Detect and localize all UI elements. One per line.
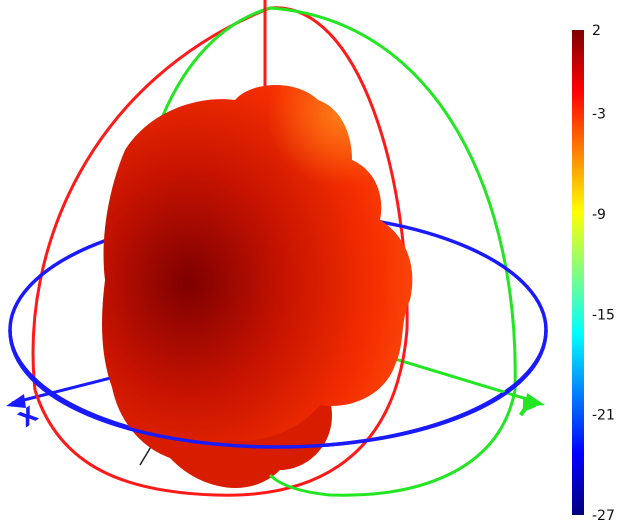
colorbar-tick-label: -27	[592, 508, 615, 524]
colorbar-tick-label: -15	[592, 307, 615, 323]
guide-circles-front	[8, 329, 548, 497]
colorbar: 2 -3 -9 -15 -21 -27	[572, 23, 615, 524]
colorbar-tick-label: -9	[592, 207, 606, 223]
colorbar-tick-label: 2	[592, 23, 601, 39]
colorbar-ticks: 2 -3 -9 -15 -21 -27	[592, 23, 615, 524]
elevation-circle-xz-front	[33, 329, 409, 497]
radiation-pattern-lobe	[102, 84, 413, 488]
azimuth-circle-front	[8, 329, 548, 449]
x-axis-arrowhead	[6, 394, 26, 408]
colorbar-tick-label: -21	[592, 408, 615, 424]
elevation-circle-yz-front	[268, 389, 517, 497]
y-axis-arrowhead	[525, 393, 545, 407]
lobe-highlight	[235, 84, 382, 226]
colorbar-gradient	[572, 30, 584, 515]
colorbar-tick-label: -3	[592, 107, 606, 123]
